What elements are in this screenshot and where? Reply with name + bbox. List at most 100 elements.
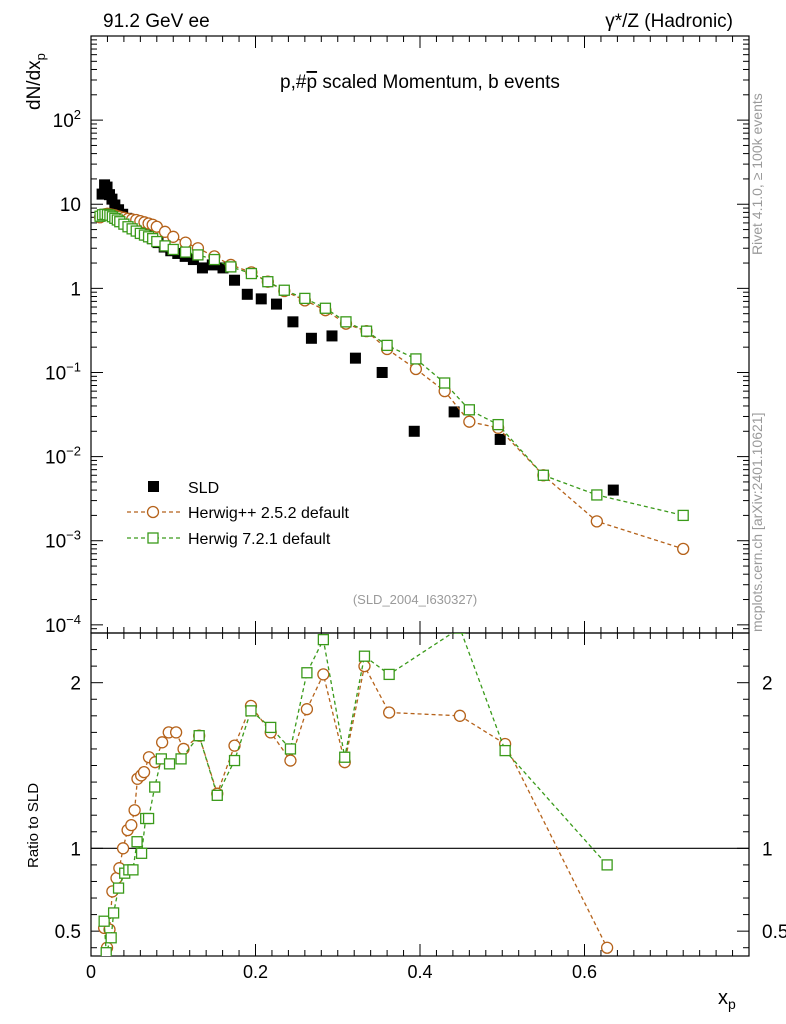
data-point-herwig7 [463, 404, 476, 416]
main-y-tick-label: 10−2 [45, 444, 81, 469]
main-y-tick-exponent: −3 [66, 528, 81, 543]
legend-marker-sld [148, 481, 159, 492]
ratio-point-herwigpp [228, 739, 241, 752]
data-point-herwigpp [167, 230, 180, 243]
rivet-version-note: Rivet 4.1.0, ≥ 100k events [749, 93, 765, 255]
ratio-point-herwig7 [107, 907, 120, 919]
ratio-point-herwig7 [100, 947, 112, 956]
ratio-point-herwig7 [98, 915, 110, 927]
ratio-y-tick-label: 1 [70, 839, 81, 860]
ratio-y-tick-label: 2 [70, 674, 81, 695]
data-point-sld [326, 330, 338, 342]
ratio-line-herwig7 [103, 633, 608, 953]
data-point-herwigpp [590, 515, 603, 528]
ratio-y-axis-label: Ratio to SLD [25, 783, 42, 868]
ratio-point-herwig7 [135, 847, 148, 859]
data-point-herwigpp [463, 415, 476, 428]
ratio-point-herwig7 [193, 730, 205, 742]
ratio-point-herwigpp [453, 709, 467, 722]
data-point-herwig7 [299, 292, 311, 305]
ratio-y-tick-label-right: 1 [762, 839, 773, 860]
main-y-tick-exponent: 2 [74, 107, 81, 122]
data-point-sld [270, 298, 282, 310]
main-y-tick-exponent: −2 [66, 444, 81, 459]
ratio-point-herwig7 [339, 751, 351, 763]
data-point-herwig7 [262, 276, 274, 288]
ratio-point-herwigpp [128, 804, 141, 817]
main-y-axis-label: dN/dxp [24, 53, 48, 110]
ratio-point-herwigpp [137, 765, 151, 779]
main-y-tick-label: 10−4 [45, 612, 81, 637]
legend-marker-herwigpp [146, 505, 160, 519]
ratio-point-herwig7 [454, 633, 466, 634]
data-point-sld [229, 274, 241, 286]
data-point-herwig7 [591, 489, 603, 501]
data-point-sld [607, 484, 619, 496]
legend-entry-herwig7: Herwig 7.2.1 default [127, 531, 331, 548]
data-point-herwig7 [439, 377, 451, 389]
ratio-point-herwigpp [116, 842, 130, 855]
data-point-herwig7 [381, 339, 393, 352]
ratio-data-group [98, 633, 614, 956]
data-point-sld [106, 193, 118, 205]
main-y-tick-label: 10 [60, 195, 81, 216]
ratio-point-herwigpp [300, 703, 314, 716]
ratio-point-herwigpp [177, 742, 190, 756]
main-y-tick-base: 10 [45, 532, 66, 553]
ratio-point-herwig7 [127, 864, 139, 876]
main-y-tick-base: 1 [70, 279, 81, 300]
main-y-tick-base: 10 [60, 195, 81, 216]
legend-entry-herwigpp: Herwig++ 2.5.2 default [127, 505, 350, 522]
ratio-point-herwig7 [245, 705, 257, 717]
ratio-y-tick-label-right: 0.5 [762, 922, 786, 943]
data-point-sld [196, 262, 208, 274]
analysis-id-label: (SLD_2004_I630327) [353, 592, 477, 607]
legend-label-herwigpp: Herwig++ 2.5.2 default [188, 505, 350, 522]
legend-label-sld: SLD [188, 480, 219, 497]
ratio-y-tick-label-right: 2 [762, 674, 773, 695]
data-point-herwigpp [409, 362, 423, 376]
ratio-point-herwigpp [383, 706, 396, 719]
main-y-tick-exponent: −4 [66, 612, 81, 627]
data-point-herwig7 [225, 261, 237, 273]
data-point-herwig7 [245, 267, 258, 280]
ratio-point-herwig7 [211, 789, 223, 801]
ratio-point-herwig7 [317, 633, 330, 646]
ratio-point-herwigpp [358, 659, 371, 673]
data-point-herwig7 [360, 325, 373, 337]
data-point-sld [494, 433, 506, 445]
legend-label-herwig7: Herwig 7.2.1 default [188, 531, 331, 548]
x-tick-label: 0 [86, 962, 96, 982]
ratio-point-herwigpp [600, 941, 614, 954]
ratio-point-herwig7 [105, 932, 117, 944]
main-y-tick-label: 10−1 [45, 359, 81, 384]
data-point-sld [682, 638, 693, 649]
ratio-point-herwigpp [317, 668, 330, 681]
ratio-point-herwig7 [163, 758, 176, 770]
ratio-point-herwig7 [383, 668, 395, 681]
data-point-sld [408, 425, 420, 437]
data-point-herwig7 [179, 246, 192, 258]
plot-title: p,#p scaled Momentum, b events [280, 72, 560, 93]
data-point-herwig7 [167, 243, 179, 256]
x-tick-label: 0.4 [407, 962, 432, 982]
main-y-tick-base: 10 [53, 111, 74, 132]
main-data-group [93, 179, 693, 649]
ratio-point-herwig7 [175, 753, 187, 765]
ratio-point-herwigpp [284, 754, 297, 767]
main-y-tick-base: 10 [45, 616, 66, 637]
data-point-sld [287, 316, 299, 328]
ratio-point-herwigpp [169, 726, 183, 739]
data-point-herwigpp [677, 542, 690, 556]
data-point-sld [349, 352, 361, 364]
ratio-panel-frame [90, 632, 750, 957]
data-point-sld [305, 332, 317, 344]
mcplots-reference-note: mcplots.cern.ch [arXiv:2401.10621] [749, 413, 765, 632]
main-y-tick-base: 10 [45, 363, 66, 384]
ratio-point-herwig7 [601, 859, 613, 871]
data-point-sld [376, 366, 388, 378]
data-point-herwig7 [340, 316, 352, 328]
data-point-herwig7 [410, 353, 422, 365]
legend: SLD Herwig++ 2.5.2 default Herwig 7.2.1 … [127, 480, 350, 548]
